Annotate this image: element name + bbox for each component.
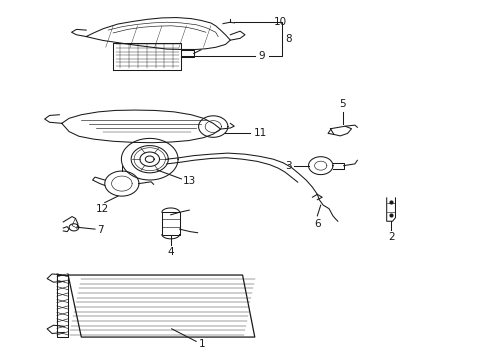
Text: 9: 9 — [259, 51, 265, 61]
Text: 2: 2 — [388, 232, 394, 242]
Text: 5: 5 — [340, 99, 346, 109]
Text: 8: 8 — [285, 34, 292, 44]
Text: 6: 6 — [314, 219, 320, 229]
Text: 11: 11 — [254, 128, 267, 138]
Text: 13: 13 — [183, 176, 196, 186]
Text: 12: 12 — [96, 204, 109, 214]
Text: 1: 1 — [198, 338, 205, 348]
Text: 3: 3 — [285, 161, 292, 171]
Text: 7: 7 — [98, 225, 104, 235]
Text: 4: 4 — [168, 247, 174, 257]
Text: 10: 10 — [273, 17, 287, 27]
